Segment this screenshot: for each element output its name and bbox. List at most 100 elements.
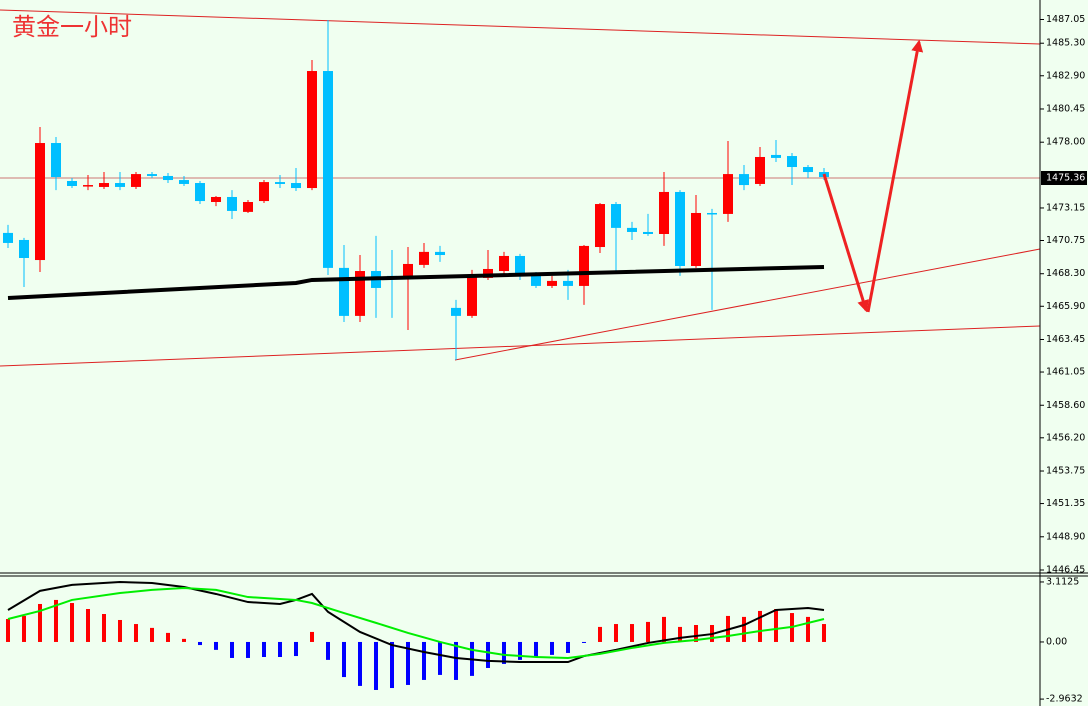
candle-body xyxy=(211,196,221,202)
y-tick-label: 1448.90 xyxy=(1046,531,1085,542)
histogram-bar xyxy=(758,610,762,642)
candle-body xyxy=(243,202,253,212)
y-tick-label: 1473.15 xyxy=(1046,202,1085,213)
histogram-bar xyxy=(358,641,362,686)
trend-line xyxy=(0,325,1041,367)
candle-body xyxy=(355,271,365,316)
candle-body xyxy=(195,183,205,202)
y-tick-label: 1463.45 xyxy=(1046,334,1085,345)
histogram-bar xyxy=(246,641,250,658)
candle-body xyxy=(499,255,509,272)
y-tick-label: 1458.60 xyxy=(1046,400,1085,411)
histogram-bar xyxy=(6,619,10,642)
candle-body xyxy=(19,239,29,258)
y-tick-label: 1468.30 xyxy=(1046,268,1085,279)
candle-body xyxy=(179,180,189,184)
candle-body xyxy=(227,196,237,211)
candle-body xyxy=(83,185,93,187)
histogram-bar xyxy=(534,641,538,657)
histogram-bar xyxy=(662,616,666,642)
histogram-bar xyxy=(230,641,234,658)
candle-body xyxy=(163,175,173,181)
histogram-bar xyxy=(422,641,426,680)
candle-body xyxy=(99,183,109,187)
candle-body xyxy=(483,268,493,278)
candle-body xyxy=(579,245,589,286)
histogram-bar xyxy=(214,641,218,650)
y-tick-label: 1487.05 xyxy=(1046,14,1085,25)
histogram-bar xyxy=(694,625,698,642)
candle-body xyxy=(739,174,749,186)
candle-body xyxy=(659,191,669,234)
candle-body xyxy=(707,212,717,215)
histogram-bar xyxy=(614,624,618,642)
candle-body xyxy=(35,143,45,261)
histogram-bar xyxy=(822,624,826,642)
y-tick-label: 0.00 xyxy=(1046,636,1067,647)
histogram-bar xyxy=(374,641,378,690)
line xyxy=(7,264,825,300)
chart-title: 黄金一小时 xyxy=(12,13,132,41)
y-tick-label: 1478.00 xyxy=(1046,137,1085,148)
histogram-bar xyxy=(582,641,586,643)
histogram-bar xyxy=(342,641,346,678)
candle-body xyxy=(147,174,157,176)
histogram-bar xyxy=(438,641,442,675)
y-tick-label: 1485.30 xyxy=(1046,38,1085,49)
y-tick-label: 1461.05 xyxy=(1046,367,1085,378)
y-tick-label: 1482.90 xyxy=(1046,70,1085,81)
candle-body xyxy=(419,251,429,265)
histogram-bar xyxy=(166,632,170,642)
histogram-bar xyxy=(742,616,746,642)
candle-body xyxy=(131,174,141,187)
candle-body xyxy=(67,180,77,186)
histogram-bar xyxy=(118,619,122,642)
candle-body xyxy=(435,251,445,256)
candle-body xyxy=(451,307,461,316)
candle-body xyxy=(723,174,733,214)
candle-body xyxy=(403,263,413,278)
arrow xyxy=(866,39,924,313)
candle-body xyxy=(787,156,797,168)
histogram-bar xyxy=(406,641,410,685)
candle-body xyxy=(515,255,525,276)
y-tick-label: 1470.75 xyxy=(1046,235,1085,246)
candle-body xyxy=(3,232,13,243)
histogram-bar xyxy=(294,641,298,657)
y-tick-label: 1451.35 xyxy=(1046,498,1085,509)
histogram-bar xyxy=(678,626,682,642)
histogram-bar xyxy=(390,641,394,689)
y-tick-label: 1456.20 xyxy=(1046,432,1085,443)
histogram-bar xyxy=(566,641,570,653)
line xyxy=(7,581,825,664)
candle-body xyxy=(691,212,701,266)
histogram-bar xyxy=(454,641,458,680)
candle-body xyxy=(755,156,765,184)
candle-body xyxy=(611,204,621,228)
candle-body xyxy=(275,182,285,184)
candle-body xyxy=(339,267,349,316)
histogram-bar xyxy=(150,627,154,642)
y-tick-label: 1453.75 xyxy=(1046,466,1085,477)
histogram-bar xyxy=(806,616,810,642)
histogram-bar xyxy=(182,638,186,642)
candle-body xyxy=(115,183,125,187)
y-tick-label: 1480.45 xyxy=(1046,103,1085,114)
histogram-bar xyxy=(22,615,26,642)
last-price-label: 1475.36 xyxy=(1046,173,1085,184)
histogram-bar xyxy=(550,641,554,655)
histogram-bar xyxy=(598,626,602,642)
histogram-bar xyxy=(278,641,282,657)
candle-body xyxy=(259,182,269,202)
histogram-bar xyxy=(198,641,202,646)
candle-body xyxy=(675,191,685,266)
y-tick-label: -2.9632 xyxy=(1046,694,1083,705)
histogram-bar xyxy=(326,641,330,660)
candle-body xyxy=(531,275,541,286)
histogram-bar xyxy=(518,641,522,660)
histogram-bar xyxy=(70,603,74,642)
last-price-box xyxy=(1041,171,1087,185)
candle-body xyxy=(467,274,477,316)
